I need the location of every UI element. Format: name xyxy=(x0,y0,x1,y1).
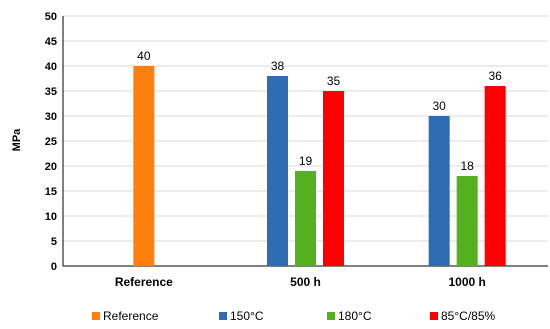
legend-item: 180°C xyxy=(327,309,372,323)
legend-item: 150°C xyxy=(219,309,264,323)
y-tick-label: 50 xyxy=(45,11,57,23)
data-label: 19 xyxy=(299,154,313,168)
legend: Reference 150°C 180°C 85°C/85% xyxy=(92,309,495,323)
y-tick-label: 25 xyxy=(45,136,57,148)
legend-label: 150°C xyxy=(230,309,264,323)
data-label: 36 xyxy=(488,69,502,83)
x-tick-label: 500 h xyxy=(290,275,321,289)
legend-label: 180°C xyxy=(338,309,372,323)
bar xyxy=(484,86,506,266)
y-tick-label: 5 xyxy=(51,236,57,248)
bars xyxy=(133,66,506,266)
legend-label: 85°C/85% xyxy=(441,309,495,323)
y-tick-label: 0 xyxy=(51,261,57,273)
data-label: 38 xyxy=(271,59,285,73)
bar xyxy=(428,116,450,266)
y-tick-label: 35 xyxy=(45,86,57,98)
legend-swatch xyxy=(327,312,335,320)
y-tick-label: 30 xyxy=(45,111,57,123)
bar xyxy=(267,76,288,266)
data-label: 18 xyxy=(460,159,474,173)
bar xyxy=(456,176,478,266)
data-label: 35 xyxy=(327,74,341,88)
legend-item: 85°C/85% xyxy=(430,309,495,323)
y-tick-label: 10 xyxy=(45,211,57,223)
bar xyxy=(295,171,316,266)
y-tick-label: 40 xyxy=(45,61,57,73)
y-axis-label: MPa xyxy=(11,128,23,152)
legend-item: Reference xyxy=(92,309,159,323)
legend-swatch xyxy=(219,312,227,320)
data-label: 40 xyxy=(137,49,151,63)
bar xyxy=(323,91,344,266)
bar xyxy=(133,66,155,266)
legend-label: Reference xyxy=(103,309,159,323)
data-label: 30 xyxy=(432,99,446,113)
y-tick-label: 20 xyxy=(45,161,57,173)
x-tick-label: Reference xyxy=(115,275,173,289)
data-labels: 40 38 19 35 30 18 36 xyxy=(137,49,502,173)
axes: 0 5 10 15 20 25 30 35 40 45 50 Reference 500 h 1000 h xyxy=(45,11,548,289)
legend-swatch xyxy=(430,312,438,320)
y-tick-label: 45 xyxy=(45,36,57,48)
x-tick-label: 1000 h xyxy=(448,275,485,289)
y-tick-label: 15 xyxy=(45,186,57,198)
legend-swatch xyxy=(92,312,100,320)
